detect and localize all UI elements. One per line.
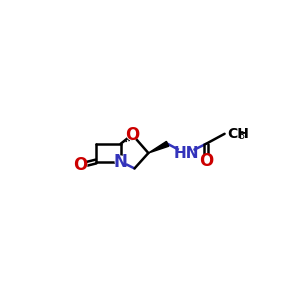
Text: O: O xyxy=(199,152,213,170)
Circle shape xyxy=(178,146,194,161)
Text: CH: CH xyxy=(227,127,249,141)
Circle shape xyxy=(201,155,212,166)
Circle shape xyxy=(115,156,126,167)
Text: 3: 3 xyxy=(238,131,244,141)
Circle shape xyxy=(127,129,138,140)
Circle shape xyxy=(74,159,87,172)
Text: HN: HN xyxy=(173,146,199,161)
Text: O: O xyxy=(125,126,139,144)
Text: N: N xyxy=(114,152,128,170)
Polygon shape xyxy=(148,141,169,153)
Text: O: O xyxy=(74,156,88,174)
